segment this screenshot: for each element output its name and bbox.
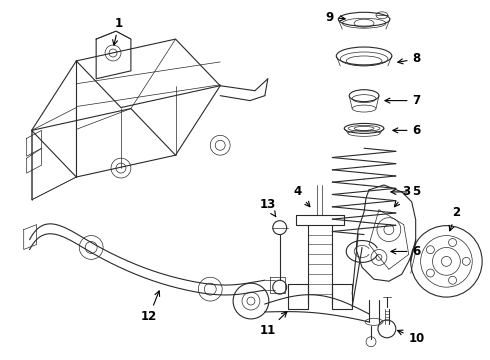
Text: 6: 6 <box>393 124 421 137</box>
Text: 1: 1 <box>113 17 123 45</box>
Text: 9: 9 <box>325 11 345 24</box>
Text: 13: 13 <box>260 198 276 217</box>
Text: 6: 6 <box>391 245 421 258</box>
Text: 4: 4 <box>294 185 310 207</box>
Text: 7: 7 <box>385 94 421 107</box>
Text: 3: 3 <box>394 185 411 207</box>
Text: 12: 12 <box>141 291 160 323</box>
Text: 10: 10 <box>397 330 425 345</box>
Text: 11: 11 <box>260 312 287 337</box>
Text: 8: 8 <box>398 53 421 66</box>
Text: 2: 2 <box>449 206 461 231</box>
Text: 5: 5 <box>391 185 421 198</box>
